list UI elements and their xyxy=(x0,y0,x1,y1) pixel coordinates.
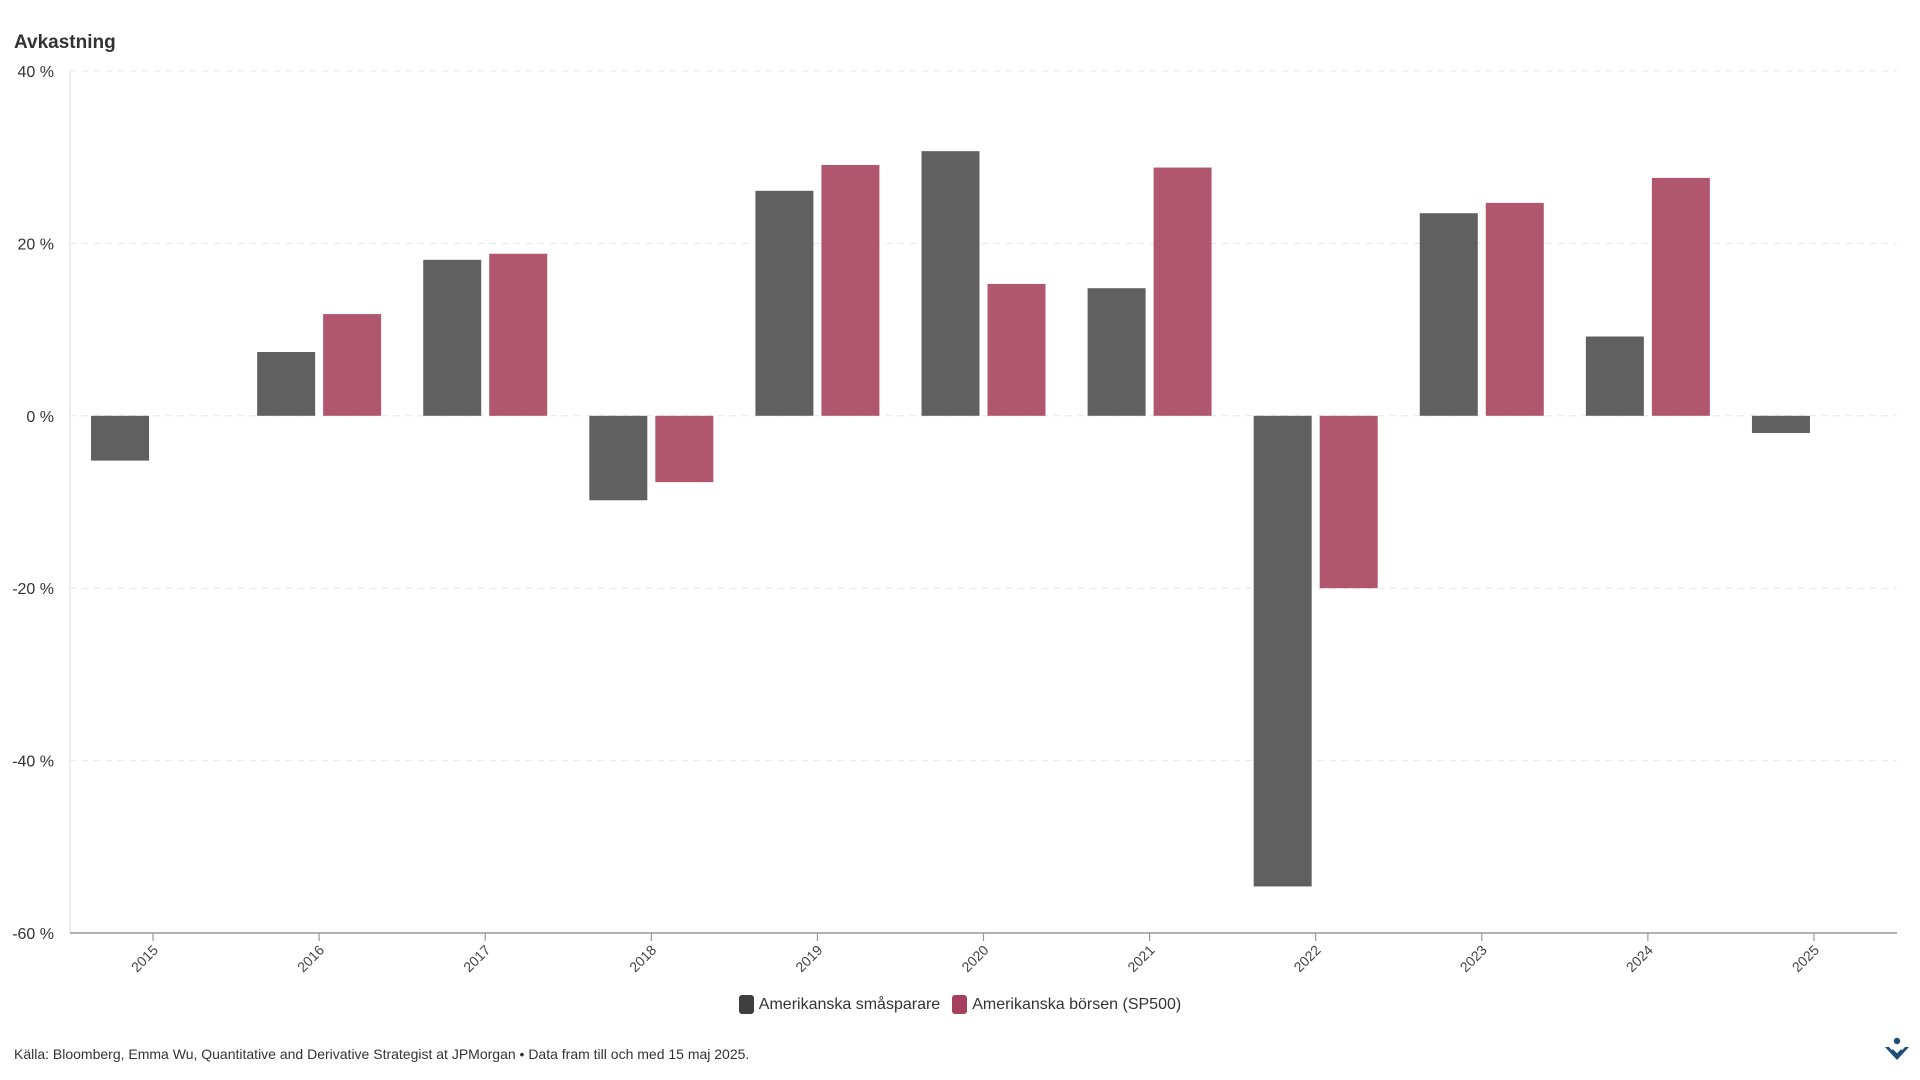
bar-sp500-2021[interactable] xyxy=(1153,167,1212,416)
x-axis-tick-labels: 2015 2016 2017 2018 2019 2020 2021 2022 2023 2024… xyxy=(128,942,1822,975)
y-tick-label: -40 % xyxy=(12,754,54,771)
bar-smasparare-2025[interactable] xyxy=(1751,415,1810,434)
bar-smasparare-2015[interactable] xyxy=(91,415,150,461)
bar-smasparare-2024[interactable] xyxy=(1585,336,1644,416)
x-tick-label-2015: 2015 xyxy=(128,942,161,975)
x-tick-label-2017: 2017 xyxy=(460,942,493,975)
bar-sp500-2018[interactable] xyxy=(655,415,714,483)
publisher-logo-icon xyxy=(1885,1037,1909,1060)
bar-smasparare-2018[interactable] xyxy=(589,415,648,501)
x-tick-label-2021: 2021 xyxy=(1124,942,1157,975)
bar-sp500-2020[interactable] xyxy=(987,283,1046,416)
bar-smasparare-2023[interactable] xyxy=(1419,213,1478,416)
bar-sp500-2017[interactable] xyxy=(489,253,548,416)
y-axis-title: Avkastning xyxy=(14,32,116,53)
source-note: Källa: Bloomberg, Emma Wu, Quantitative … xyxy=(14,1046,750,1062)
legend-item-smasparare[interactable]: Amerikanska småsparare xyxy=(738,995,941,1014)
x-tick-label-2022: 2022 xyxy=(1290,942,1323,975)
legend-item-sp500[interactable]: Amerikanska börsen (SP500) xyxy=(952,995,1181,1014)
x-tick-label-2025: 2025 xyxy=(1789,942,1822,975)
legend: Amerikanska småsparare Amerikanska börse… xyxy=(0,995,1920,1014)
bars xyxy=(91,151,1810,887)
legend-swatch-smasparare xyxy=(738,995,754,1014)
x-tick-label-2018: 2018 xyxy=(626,942,659,975)
y-tick-label: 20 % xyxy=(18,236,54,253)
bar-sp500-2023[interactable] xyxy=(1485,202,1544,416)
x-tick-label-2023: 2023 xyxy=(1457,942,1490,975)
x-tick-label-2020: 2020 xyxy=(958,942,991,975)
axes xyxy=(69,71,1897,941)
legend-label-sp500: Amerikanska börsen (SP500) xyxy=(972,995,1182,1013)
x-tick-label-2019: 2019 xyxy=(792,942,825,975)
bar-smasparare-2020[interactable] xyxy=(921,151,980,416)
legend-label-smasparare: Amerikanska småsparare xyxy=(758,995,941,1013)
bar-smasparare-2019[interactable] xyxy=(755,190,814,416)
bar-smasparare-2022[interactable] xyxy=(1253,415,1312,887)
bar-sp500-2019[interactable] xyxy=(821,164,880,416)
legend-swatch-sp500 xyxy=(952,995,968,1014)
bar-smasparare-2017[interactable] xyxy=(423,259,482,416)
y-tick-label: 0 % xyxy=(26,409,54,426)
y-tick-label: -60 % xyxy=(12,926,54,943)
y-axis-tick-labels: -60 % -40 % -20 % 0 % 20 % 40 % xyxy=(12,64,54,943)
bar-sp500-2024[interactable] xyxy=(1651,177,1710,416)
x-tick-label-2016: 2016 xyxy=(294,942,327,975)
y-tick-label: 40 % xyxy=(18,64,54,81)
bar-smasparare-2021[interactable] xyxy=(1087,288,1146,416)
y-tick-label: -20 % xyxy=(12,581,54,598)
bar-smasparare-2016[interactable] xyxy=(257,352,316,416)
x-tick-label-2024: 2024 xyxy=(1623,942,1656,975)
bar-sp500-2022[interactable] xyxy=(1319,415,1378,589)
bar-sp500-2016[interactable] xyxy=(323,314,382,416)
